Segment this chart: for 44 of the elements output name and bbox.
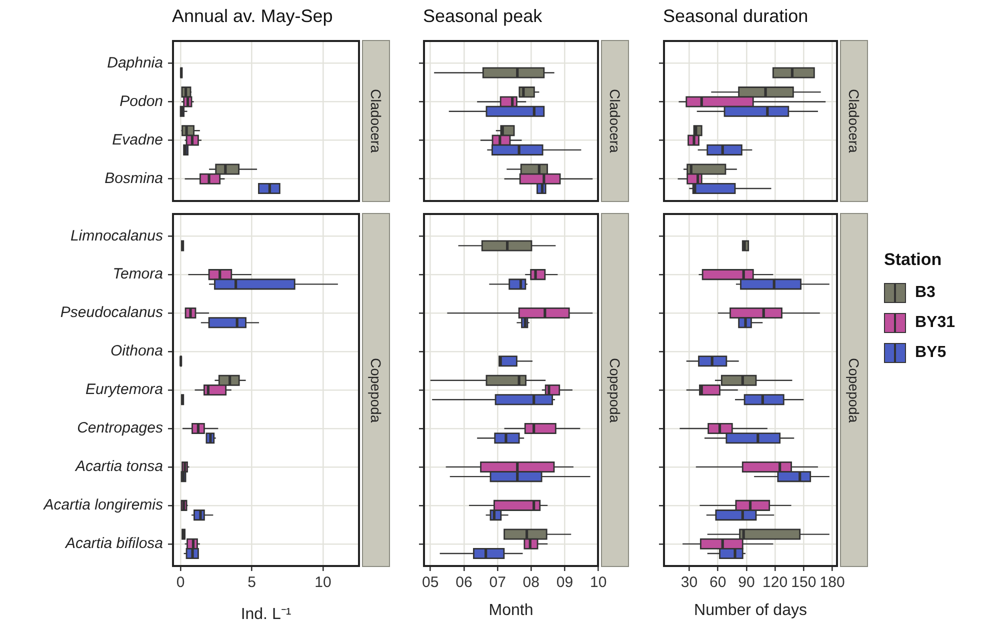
x-axis-title: Ind. L⁻¹ (240, 605, 292, 624)
y-tick-label: Limnocalanus (70, 227, 164, 244)
x-tick-label: 09 (556, 574, 574, 592)
chart-title: Seasonal duration (663, 6, 808, 27)
y-tick-label: Bosmina (104, 170, 163, 188)
legend-label: BY5 (915, 344, 946, 362)
y-tick-label: Temora (112, 266, 163, 283)
text: Copepoda (607, 358, 623, 422)
legend-label: B3 (915, 284, 936, 302)
x-tick-label: 120 (762, 574, 788, 592)
x-axis-title: Month (488, 602, 534, 620)
x-tick-label: 05 (422, 574, 439, 592)
legend-label: BY31 (915, 314, 956, 332)
y-tick-label: Pseudocalanus (60, 304, 164, 322)
x-axis-title: Number of days (693, 602, 808, 620)
y-tick-label: Acartia bifilosa (64, 535, 163, 552)
x-tick-label: 180 (820, 574, 845, 592)
text: Copepoda (846, 358, 862, 422)
x-tick-label: 60 (709, 574, 726, 592)
x-tick-label: 10 (314, 574, 332, 592)
x-tick-label: 90 (738, 574, 755, 592)
y-tick-label: Daphnia (107, 54, 163, 72)
x-tick-label: 08 (522, 574, 540, 592)
x-tick-label: 10 (590, 574, 607, 592)
y-tick-label: Centropages (77, 420, 164, 437)
x-tick-label: 07 (489, 574, 506, 592)
y-tick-label: Evadne (112, 131, 163, 148)
x-tick-label: 0 (176, 574, 185, 592)
x-tick-label: 06 (456, 574, 472, 592)
x-tick-label: 30 (680, 574, 698, 592)
y-tick-label: Podon (120, 92, 163, 110)
y-tick-label: Acartia longiremis (42, 496, 164, 514)
legend-title: Station (884, 250, 943, 270)
text: Cladocera (846, 89, 862, 153)
text: Copepoda (368, 358, 384, 422)
x-tick-label: 5 (248, 574, 256, 592)
y-tick-label: Eurytemora (85, 381, 163, 398)
chart-title: Seasonal peak (423, 6, 542, 27)
chart-title: Annual av. May-Sep (172, 6, 333, 27)
y-tick-label: Oithona (110, 342, 163, 360)
text: Cladocera (368, 89, 384, 153)
y-tick-label: Acartia tonsa (74, 458, 163, 476)
text: Cladocera (607, 89, 623, 153)
x-tick-label: 150 (791, 574, 816, 592)
